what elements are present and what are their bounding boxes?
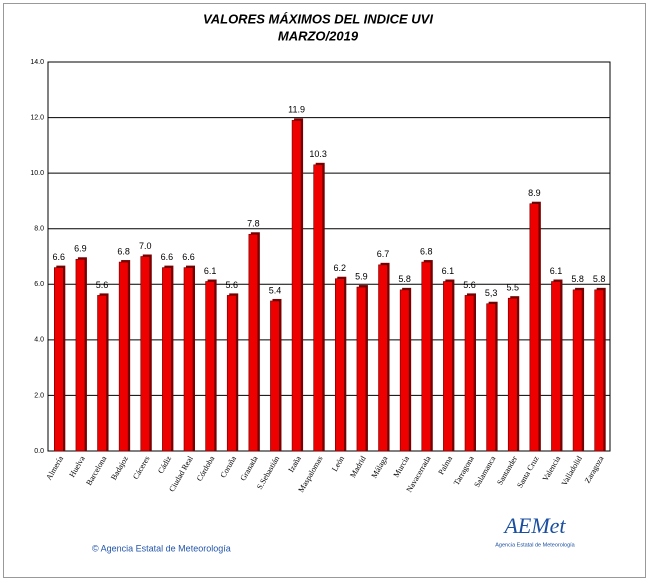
x-tick-label: Santander bbox=[495, 454, 519, 487]
y-tick-label: 14.0 bbox=[30, 59, 44, 66]
logo: AEMet bbox=[502, 513, 566, 538]
bar bbox=[291, 120, 302, 452]
value-label: 5.8 bbox=[398, 274, 411, 284]
value-label: 5.9 bbox=[355, 271, 368, 281]
bar bbox=[421, 261, 432, 452]
value-label: 5.5 bbox=[506, 283, 519, 293]
x-tick-label: Barcelona bbox=[84, 454, 108, 487]
bar bbox=[205, 281, 215, 452]
bar bbox=[270, 300, 280, 452]
x-tick-label: Córdoba bbox=[195, 454, 217, 483]
y-tick-label: 10.0 bbox=[30, 170, 44, 177]
x-tick-label: Huelva bbox=[67, 454, 87, 479]
y-tick-label: 6.0 bbox=[34, 281, 44, 288]
x-tick-label: Salamanca bbox=[472, 454, 497, 489]
value-label: 5.6 bbox=[225, 280, 238, 290]
value-label: 6.1 bbox=[442, 266, 455, 276]
bar bbox=[118, 261, 129, 452]
value-label: 6.2 bbox=[334, 263, 347, 273]
bar bbox=[140, 256, 151, 452]
bar bbox=[97, 295, 107, 452]
value-label: 7.8 bbox=[247, 219, 260, 229]
x-tick-label: Coruña bbox=[218, 454, 238, 479]
value-label: 6.6 bbox=[53, 252, 66, 262]
value-label: 6.1 bbox=[550, 266, 563, 276]
x-tick-label: Murcia bbox=[392, 454, 412, 479]
bar bbox=[226, 295, 237, 452]
value-label: 6.8 bbox=[117, 246, 130, 256]
value-label: 5.6 bbox=[463, 280, 476, 290]
bar bbox=[399, 289, 410, 452]
bar bbox=[75, 258, 86, 452]
value-label: 6.7 bbox=[377, 249, 390, 259]
x-tick-label: Izaña bbox=[286, 454, 303, 474]
bar bbox=[313, 164, 323, 452]
value-label: 6.1 bbox=[204, 266, 217, 276]
value-label: 11.9 bbox=[288, 105, 305, 115]
value-label: 6.9 bbox=[74, 244, 87, 254]
bar bbox=[356, 286, 367, 452]
value-label: 5.8 bbox=[571, 274, 584, 284]
x-tick-label: Badajoz bbox=[109, 454, 130, 482]
x-tick-label: Santa Cruz bbox=[515, 454, 541, 489]
bar bbox=[335, 278, 345, 452]
value-label: 5.8 bbox=[593, 274, 606, 284]
plot-area bbox=[47, 61, 611, 452]
bar bbox=[378, 264, 388, 452]
x-tick-label: León bbox=[330, 454, 346, 473]
y-tick-label: 4.0 bbox=[34, 337, 44, 344]
x-tick-label: Málaga bbox=[370, 454, 390, 480]
chart-title: VALORES MÁXIMOS DEL INDICE UVI bbox=[203, 11, 433, 26]
value-label: 8.9 bbox=[528, 188, 541, 198]
value-label: 6.6 bbox=[161, 252, 174, 262]
bar bbox=[162, 267, 172, 452]
bar bbox=[486, 303, 496, 452]
bar bbox=[443, 281, 453, 452]
x-tick-label: Granada bbox=[238, 454, 260, 482]
value-label: 6.6 bbox=[182, 252, 195, 262]
x-tick-label: Tarragona bbox=[452, 454, 476, 487]
bar bbox=[572, 289, 583, 452]
chart-subtitle: MARZO/2019 bbox=[278, 28, 359, 43]
x-tick-label: Madrid bbox=[348, 454, 368, 479]
value-label: 5.4 bbox=[269, 285, 282, 295]
copyright: © Agencia Estatal de Meteorología bbox=[92, 543, 231, 553]
x-tick-label: Palma bbox=[436, 454, 454, 476]
value-label: 7.0 bbox=[139, 241, 152, 251]
x-tick-label: Cáceres bbox=[131, 454, 151, 480]
y-tick-label: 12.0 bbox=[30, 114, 44, 121]
x-tick-label: Almería bbox=[44, 454, 65, 482]
x-tick-label: Valladolid bbox=[560, 454, 584, 487]
value-label: 5.6 bbox=[96, 280, 109, 290]
x-tick-label: Zaragoza bbox=[583, 454, 606, 485]
bar bbox=[183, 267, 194, 452]
value-label: 5,3 bbox=[485, 288, 498, 298]
y-tick-label: 8.0 bbox=[34, 226, 44, 233]
bar bbox=[248, 233, 259, 452]
x-tick-label: Cádiz bbox=[156, 454, 173, 475]
bar bbox=[529, 203, 540, 452]
value-label: 10.3 bbox=[309, 149, 327, 159]
bar bbox=[54, 267, 64, 452]
logo-subtext: Agencia Estatal de Meteorología bbox=[495, 542, 575, 548]
bar bbox=[551, 281, 561, 452]
x-tick-label: Valencia bbox=[541, 454, 563, 483]
frame bbox=[3, 3, 646, 578]
bar bbox=[464, 295, 475, 452]
y-tick-label: 2.0 bbox=[34, 392, 44, 399]
value-label: 6.8 bbox=[420, 246, 433, 256]
bar bbox=[507, 297, 518, 452]
y-tick-label: 0.0 bbox=[34, 448, 44, 455]
bar bbox=[594, 289, 604, 452]
